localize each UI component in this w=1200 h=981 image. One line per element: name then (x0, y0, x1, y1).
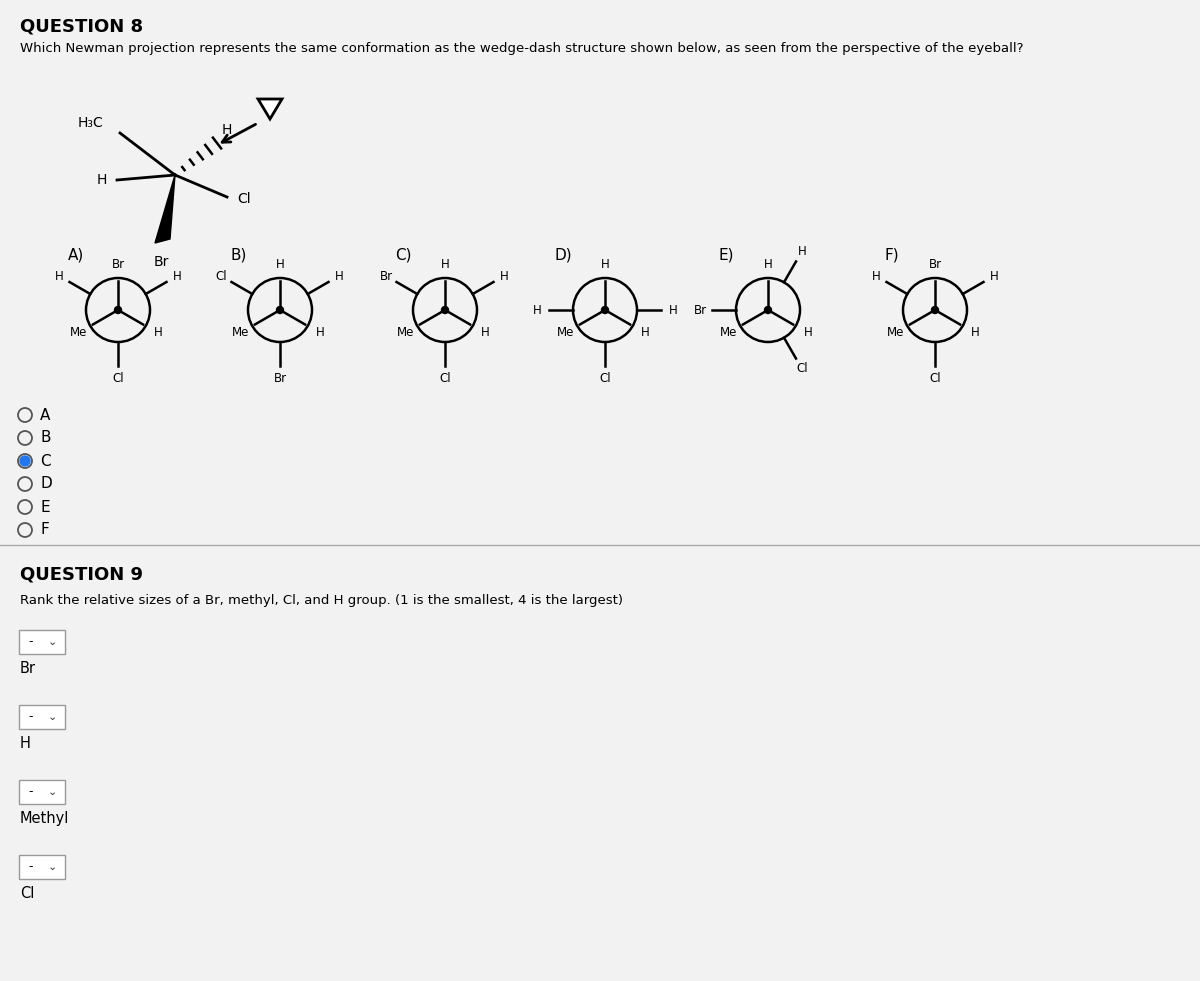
Text: H: H (499, 270, 509, 283)
Text: A): A) (68, 248, 84, 263)
Text: A: A (40, 407, 50, 423)
Polygon shape (258, 99, 282, 119)
Text: Br: Br (694, 303, 707, 317)
Text: Br: Br (154, 255, 169, 269)
Circle shape (764, 306, 772, 314)
Text: H: H (533, 303, 541, 317)
Circle shape (114, 306, 121, 314)
Text: C: C (40, 453, 50, 469)
Text: Br: Br (929, 257, 942, 271)
FancyBboxPatch shape (19, 630, 65, 654)
Polygon shape (155, 175, 175, 243)
Text: Methyl: Methyl (20, 811, 70, 826)
Text: Br: Br (112, 257, 125, 271)
Text: -: - (28, 860, 32, 873)
Text: Me: Me (232, 327, 248, 339)
Circle shape (20, 456, 30, 466)
Text: Me: Me (720, 327, 737, 339)
Text: Br: Br (379, 270, 392, 283)
Text: H: H (276, 257, 284, 271)
FancyBboxPatch shape (0, 545, 1200, 981)
Text: D: D (40, 477, 52, 491)
Circle shape (276, 306, 283, 314)
Text: ⌄: ⌄ (47, 862, 56, 872)
Text: H: H (20, 736, 31, 751)
Text: B): B) (230, 248, 246, 263)
Text: Cl: Cl (215, 270, 227, 283)
Text: H: H (222, 123, 232, 137)
Text: Which Newman projection represents the same conformation as the wedge-dash struc: Which Newman projection represents the s… (20, 42, 1024, 55)
Text: H: H (763, 257, 773, 271)
Text: H: H (97, 173, 107, 187)
Text: H: H (871, 270, 881, 283)
Text: D): D) (554, 248, 572, 263)
Text: F): F) (886, 248, 900, 263)
Text: QUESTION 9: QUESTION 9 (20, 566, 143, 584)
FancyBboxPatch shape (0, 0, 1200, 545)
FancyBboxPatch shape (19, 780, 65, 804)
Text: H: H (154, 327, 162, 339)
Text: H: H (668, 303, 677, 317)
Text: H: H (480, 327, 490, 339)
Text: H: H (335, 270, 343, 283)
Text: H: H (804, 327, 812, 339)
Circle shape (442, 306, 449, 314)
Text: Me: Me (557, 327, 574, 339)
Text: Cl: Cl (599, 372, 611, 385)
Text: Me: Me (70, 327, 86, 339)
Text: -: - (28, 636, 32, 648)
Text: Rank the relative sizes of a Br, methyl, Cl, and H group. (1 is the smallest, 4 : Rank the relative sizes of a Br, methyl,… (20, 594, 623, 607)
FancyBboxPatch shape (19, 705, 65, 729)
FancyBboxPatch shape (19, 855, 65, 879)
Text: Cl: Cl (112, 372, 124, 385)
Text: E: E (40, 499, 49, 514)
Text: H: H (990, 270, 998, 283)
Text: F: F (40, 523, 49, 538)
Text: H: H (798, 244, 806, 258)
Text: Br: Br (274, 372, 287, 385)
Text: Cl: Cl (20, 886, 35, 901)
Text: Cl: Cl (929, 372, 941, 385)
Text: H: H (601, 257, 610, 271)
Text: Br: Br (20, 661, 36, 676)
Text: B: B (40, 431, 50, 445)
Text: QUESTION 8: QUESTION 8 (20, 18, 143, 36)
Text: H₃C: H₃C (77, 116, 103, 130)
Text: H: H (971, 327, 979, 339)
Text: H: H (641, 327, 649, 339)
Text: H: H (55, 270, 64, 283)
Text: Cl: Cl (238, 192, 251, 206)
Text: ⌄: ⌄ (47, 637, 56, 647)
Text: Me: Me (887, 327, 904, 339)
Circle shape (931, 306, 938, 314)
Text: Cl: Cl (439, 372, 451, 385)
Text: E): E) (718, 248, 733, 263)
Text: -: - (28, 710, 32, 724)
Text: ⌄: ⌄ (47, 787, 56, 797)
Text: Me: Me (396, 327, 414, 339)
Text: H: H (173, 270, 181, 283)
Text: C): C) (395, 248, 412, 263)
Text: Cl: Cl (796, 362, 808, 376)
Circle shape (601, 306, 608, 314)
Text: H: H (316, 327, 324, 339)
Text: H: H (440, 257, 449, 271)
Text: -: - (28, 786, 32, 799)
Text: ⌄: ⌄ (47, 712, 56, 722)
